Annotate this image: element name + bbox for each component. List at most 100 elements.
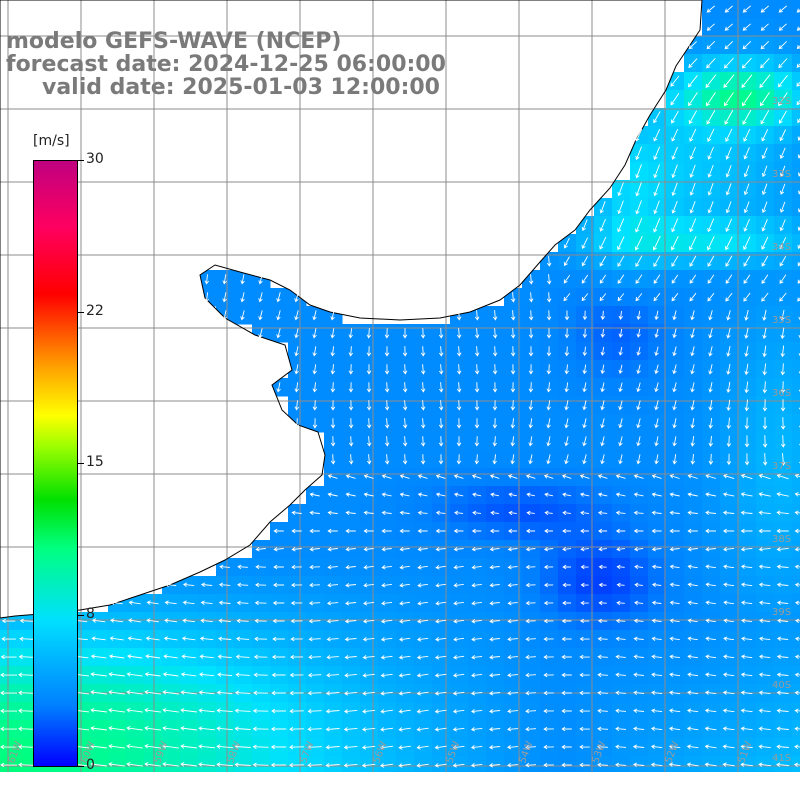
wind-arrow [761, 201, 768, 214]
wind-arrow [528, 328, 534, 339]
wind-arrow [510, 346, 516, 357]
wind-arrow [633, 726, 645, 731]
wind-arrow [525, 564, 536, 570]
wind-arrow [598, 528, 608, 534]
wind-arrow [762, 327, 767, 340]
wind-arrow [162, 726, 179, 731]
wind-arrow [776, 492, 789, 497]
wind-arrow [330, 364, 336, 375]
wind-arrow [762, 345, 767, 358]
wind-arrow [528, 418, 533, 429]
wind-arrow [582, 382, 587, 393]
wind-arrow [308, 636, 321, 642]
wind-arrow [794, 672, 800, 678]
wind-arrow [653, 111, 661, 124]
wind-arrow [308, 600, 321, 606]
wind-arrow [672, 328, 677, 339]
wind-arrow [420, 364, 426, 375]
wind-arrow [325, 727, 340, 732]
wind-arrow [705, 564, 716, 569]
wind-arrow [18, 708, 36, 714]
wind-cell [126, 756, 145, 772]
wind-arrow [672, 364, 677, 375]
wind-cell [504, 756, 523, 772]
wind-arrow [217, 636, 232, 641]
wind-arrow [653, 164, 660, 179]
wind-arrow [456, 436, 462, 447]
wind-arrow [525, 762, 537, 768]
wind-arrow [598, 600, 607, 606]
wind-arrow [276, 382, 281, 393]
wind-arrow [562, 528, 571, 534]
wind-arrow [291, 564, 302, 570]
wind-arrow [651, 582, 662, 588]
wind-arrow [759, 618, 771, 623]
wind-arrow [706, 5, 715, 13]
wind-arrow [562, 582, 571, 588]
wind-arrow [325, 709, 340, 714]
wind-arrow [510, 382, 516, 393]
wind-cell [792, 36, 800, 55]
wind-cell [576, 756, 595, 772]
wind-arrow [600, 382, 605, 393]
wind-arrow [669, 618, 680, 623]
wind-cell [684, 756, 703, 772]
wind-arrow [672, 454, 677, 465]
wind-cell [792, 432, 800, 451]
wind-arrow [724, 40, 734, 50]
wind-arrow [706, 236, 715, 251]
wind-arrow [725, 274, 733, 284]
wind-arrow [434, 709, 447, 714]
wind-arrow [778, 23, 787, 31]
wind-arrow [669, 528, 680, 534]
wind-arrow [218, 618, 231, 623]
wind-arrow [597, 690, 608, 696]
wind-arrow [416, 673, 429, 678]
wind-arrow [453, 637, 465, 642]
wind-arrow [543, 690, 554, 696]
wind-arrow [742, 5, 751, 13]
wind-arrow [633, 672, 644, 678]
wind-arrow [471, 528, 482, 534]
wind-arrow [635, 146, 643, 161]
wind-arrow [669, 582, 680, 588]
wind-arrow [271, 708, 286, 714]
wind-arrow [474, 364, 480, 375]
wind-arrow [543, 762, 554, 768]
wind-cell [252, 756, 271, 772]
wind-arrow [740, 582, 753, 587]
wind-arrow [744, 453, 750, 466]
wind-arrow [563, 293, 571, 302]
wind-arrow [489, 654, 501, 660]
latitude-label: 39S [772, 607, 791, 618]
wind-arrow [0, 762, 18, 768]
wind-cell [648, 756, 667, 772]
wind-arrow [290, 618, 303, 624]
wind-arrow [704, 708, 717, 713]
wind-arrow [253, 672, 268, 678]
wind-arrow [633, 708, 645, 714]
wind-arrow [654, 454, 659, 465]
colorbar-tick-mark [78, 160, 84, 161]
wind-arrow [381, 474, 392, 479]
wind-arrow [634, 582, 643, 588]
wind-arrow [402, 454, 408, 465]
wind-arrow [470, 691, 483, 696]
wind-arrow [489, 709, 501, 714]
wind-arrow [162, 708, 179, 713]
wind-arrow [723, 636, 735, 641]
wind-arrow [776, 708, 789, 713]
wind-arrow [110, 600, 123, 605]
wind-arrow [633, 618, 644, 624]
wind-arrow [688, 92, 698, 107]
wind-arrow [776, 654, 789, 659]
colorbar-label-0: 0 [86, 757, 95, 773]
wind-arrow [579, 636, 590, 642]
wind-arrow [688, 236, 697, 251]
wind-arrow [348, 382, 354, 393]
wind-arrow [779, 165, 786, 177]
wind-arrow [726, 417, 732, 430]
colorbar-label-8: 8 [86, 606, 95, 622]
wind-arrow [0, 654, 17, 660]
wind-arrow [380, 691, 393, 696]
